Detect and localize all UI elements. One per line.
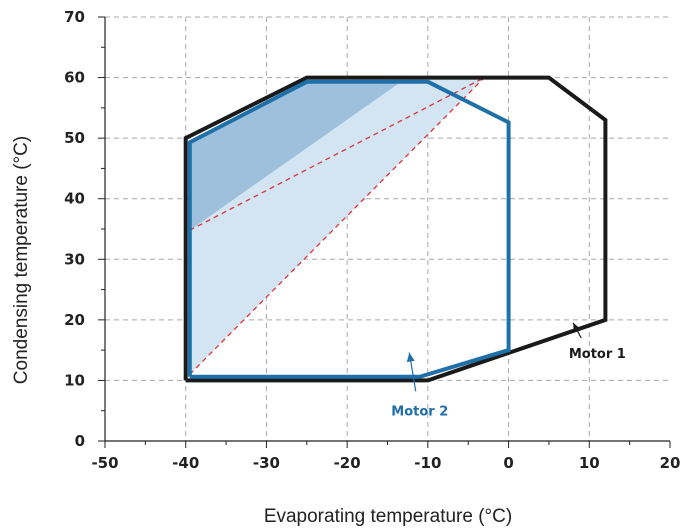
y-tick-label: 70 [64,8,85,26]
dashed-lines [189,76,485,375]
envelope-motor-2 [187,79,511,379]
envelopes [183,75,608,383]
x-tick-label: 0 [503,454,513,472]
y-tick-label: 0 [75,432,85,450]
dashed-line [189,76,485,231]
y-axis-title: Condensing temperature (°C) [11,136,32,384]
x-tick-label: 20 [660,454,681,472]
x-tick-label: 10 [579,454,600,472]
x-tick-label: -40 [172,454,199,472]
axes: -50 -40 -30 -20 -10 0 10 20 0 10 20 30 40 50 60 70 [64,8,680,472]
x-tick-label: -20 [334,454,361,472]
y-tick-label: 50 [64,129,85,147]
annotations: Motor 1 Motor 2 [391,322,626,420]
annotation-arrow-head [573,322,581,333]
annotation-arrow-head [406,352,415,363]
x-tick-label: -10 [414,454,441,472]
annotation-label: Motor 1 [569,347,626,362]
x-tick-label: -30 [253,454,280,472]
dashed-line [189,77,485,375]
shaded-regions [189,77,485,375]
y-tick-label: 40 [64,190,85,208]
envelope-motor-1 [183,75,608,383]
annotation-label: Motor 2 [391,405,448,420]
y-tick-label: 60 [64,69,85,87]
x-tick-label: -50 [91,454,118,472]
shaded-region-dark [189,80,404,231]
y-tick-label: 30 [64,250,85,268]
x-axis-title: Evaporating temperature (°C) [264,506,512,527]
y-tick-label: 20 [64,311,85,329]
y-tick-label: 10 [64,371,85,389]
